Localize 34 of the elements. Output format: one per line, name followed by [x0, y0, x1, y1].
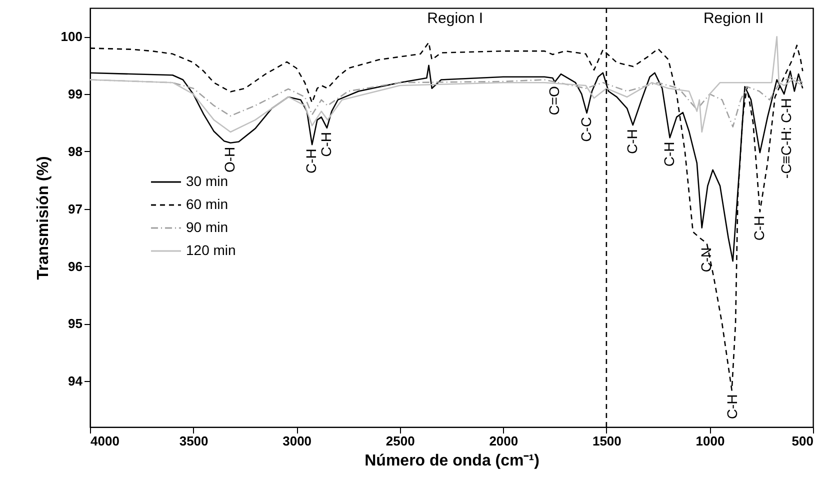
- y-tick-label: 94: [68, 374, 84, 389]
- y-tick-label: 98: [68, 144, 82, 159]
- annotation: C-N: [698, 247, 714, 272]
- annotation: O-H: [221, 146, 238, 173]
- annotation: C-H: [624, 129, 640, 154]
- annotation: Region II: [703, 10, 764, 27]
- legend-label: 30 min: [186, 173, 228, 189]
- annotation: C-H: [750, 216, 767, 241]
- x-tick-label: 500: [792, 434, 814, 448]
- x-tick-label: 3500: [179, 434, 208, 448]
- y-axis-title: Transmisión (%): [34, 156, 52, 280]
- annotation: C-H: [724, 394, 740, 420]
- x-tick-label: 3000: [282, 434, 312, 448]
- y-tick-label: 99: [68, 86, 82, 102]
- annotation: C-H: [318, 132, 334, 157]
- annotation: C-H: [660, 142, 677, 167]
- legend-label: 60 min: [186, 196, 228, 212]
- x-tick-label: 1000: [696, 434, 725, 448]
- annotation: C-C: [578, 117, 594, 142]
- x-axis-title: Número de onda (cm⁻¹): [364, 452, 540, 470]
- annotation: C-H: [303, 148, 320, 174]
- annotation: C=O: [546, 86, 562, 116]
- y-tick-label: 95: [68, 316, 82, 332]
- annotation: -C≡C-H: C-H: [778, 98, 794, 179]
- x-tick-label: 4000: [90, 434, 120, 448]
- y-tick-label: 96: [68, 258, 82, 274]
- x-tick-label: 1500: [592, 434, 622, 448]
- legend-label: 120 min: [186, 242, 236, 258]
- x-tick-label: 2000: [489, 434, 518, 448]
- x-tick-label: 2500: [386, 434, 415, 448]
- y-tick-label: 100: [60, 29, 82, 44]
- legend-label: 90 min: [186, 219, 228, 235]
- y-tick-label: 97: [68, 201, 82, 216]
- annotation: Region I: [427, 10, 484, 27]
